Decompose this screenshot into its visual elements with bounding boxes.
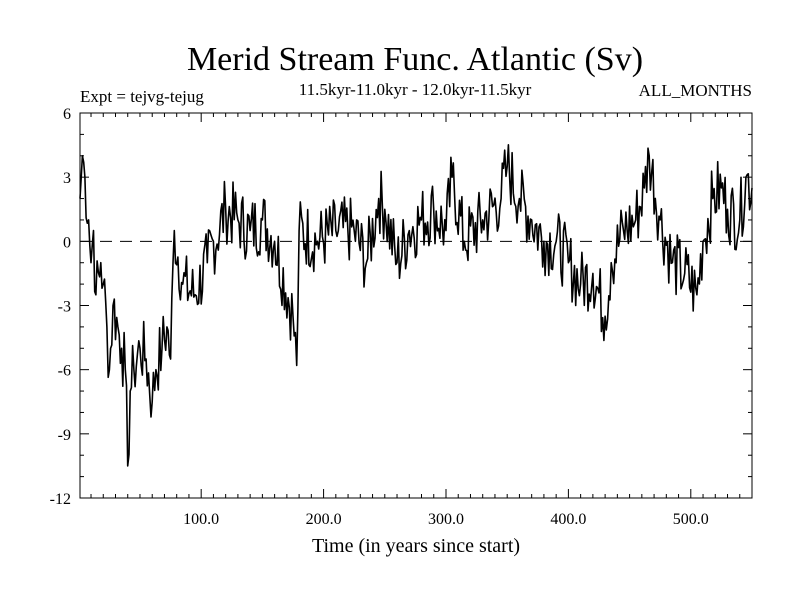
x-tick-label: 500.0 — [673, 511, 709, 528]
y-tick-label: -12 — [50, 491, 71, 508]
x-tick-label: 400.0 — [550, 511, 586, 528]
x-tick-label: 100.0 — [183, 511, 219, 528]
y-tick-label: -3 — [58, 299, 71, 316]
months-label: ALL_MONTHS — [639, 81, 752, 100]
y-tick-label: 3 — [63, 170, 71, 187]
series-line — [79, 144, 753, 467]
chart-title: Merid Stream Func. Atlantic (Sv) — [187, 41, 643, 78]
experiment-label: Expt = tejvg-tejug — [80, 87, 204, 106]
y-tick-label: 0 — [63, 234, 71, 251]
x-axis-label: Time (in years since start) — [312, 535, 520, 557]
x-tick-label: 300.0 — [428, 511, 464, 528]
y-tick-label: -6 — [58, 363, 71, 380]
chart-subtitle: 11.5kyr-11.0kyr - 12.0kyr-11.5kyr — [299, 80, 532, 99]
y-tick-label: -9 — [58, 427, 71, 444]
y-tick-label: 6 — [63, 106, 71, 123]
x-tick-label: 200.0 — [306, 511, 342, 528]
